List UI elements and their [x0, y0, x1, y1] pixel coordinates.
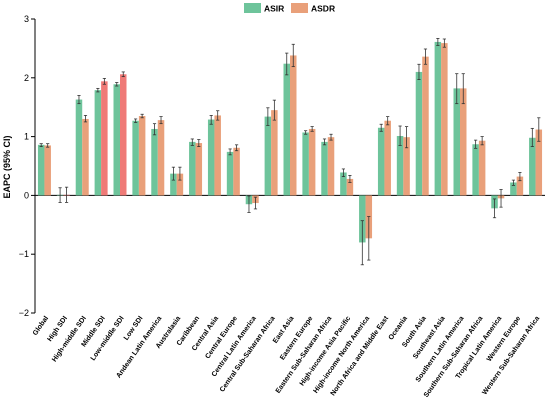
bar-asir	[302, 132, 309, 196]
bar-asdr	[233, 147, 240, 196]
legend-label-asdr: ASDR	[311, 4, 335, 14]
y-tick-label: 2	[24, 73, 29, 83]
bar-asir	[510, 182, 517, 196]
bar-asdr	[44, 145, 51, 196]
bar-asdr	[214, 115, 221, 196]
legend-swatch-asdr	[291, 3, 308, 13]
x-tick-label: Global	[32, 315, 50, 337]
bar-asir	[264, 116, 272, 196]
bar-asdr	[460, 88, 467, 196]
bar-asdr	[441, 43, 448, 196]
error-bars	[39, 38, 541, 266]
bar-asir	[189, 141, 196, 196]
bar-asdr	[478, 140, 486, 196]
bar-asdr	[516, 176, 524, 196]
bar-asir	[151, 128, 158, 196]
bar-asdr	[157, 120, 165, 196]
bar-asir	[415, 71, 423, 196]
bar-asir	[226, 151, 234, 196]
bar-asir	[321, 141, 328, 196]
bar-asdr	[384, 120, 391, 196]
bars	[37, 41, 543, 243]
legend: ASIR ASDR	[244, 3, 335, 14]
bar-asir	[170, 173, 177, 196]
bar-asir	[529, 137, 536, 196]
bar-asir	[359, 195, 366, 243]
bar-asdr	[271, 110, 278, 196]
bar-asdr	[120, 74, 127, 196]
bar-asir	[472, 144, 479, 196]
bar-asdr	[101, 81, 108, 196]
y-tick-label: −2	[19, 308, 29, 318]
bar-asir	[377, 127, 385, 196]
y-tick-label: 1	[24, 132, 29, 142]
legend-label-asir: ASIR	[264, 4, 284, 14]
bar-asir	[340, 172, 347, 196]
bar-asir	[94, 90, 102, 196]
bar-asir	[113, 84, 120, 196]
x-tick-label: Western Europe	[486, 315, 523, 363]
y-tick-label: −1	[19, 249, 29, 259]
bar-asir	[396, 136, 404, 196]
bar-asir	[37, 144, 45, 196]
bar-asir	[453, 88, 460, 196]
y-axis-label: EAPC (95% CI)	[2, 135, 12, 198]
bar-asir	[75, 99, 83, 196]
bar-asdr	[195, 143, 203, 196]
bar-asdr	[422, 56, 429, 196]
bar-asir	[283, 63, 290, 196]
legend-swatch-asir	[244, 3, 261, 13]
bar-asdr	[138, 116, 146, 196]
bar-asir	[434, 41, 442, 196]
bar-asdr	[403, 137, 410, 196]
bar-asdr	[308, 128, 316, 196]
bar-asdr	[290, 55, 297, 196]
bar-asir	[132, 120, 139, 196]
bar-asdr	[176, 173, 184, 196]
bar-asir	[207, 119, 215, 196]
x-tick-label: High-middle SDI	[51, 315, 88, 363]
bar-asdr	[327, 137, 335, 196]
bar-asdr	[346, 178, 354, 196]
bar-asdr	[82, 118, 89, 196]
y-tick-label: 0	[24, 190, 29, 200]
bar-asdr	[535, 129, 543, 196]
y-tick-label: 3	[24, 14, 29, 24]
